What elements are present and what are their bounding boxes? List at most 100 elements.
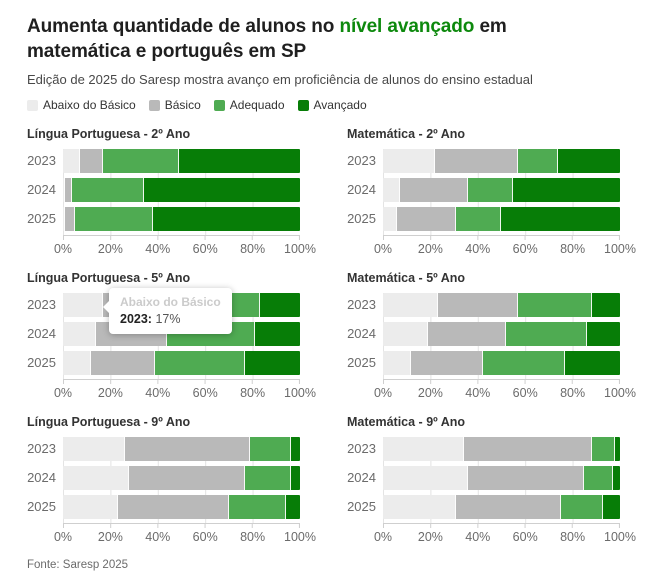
bar-segment-avancado[interactable]	[254, 322, 300, 347]
bar-segment-abaixo-do-basico[interactable]	[383, 293, 438, 318]
bar-segment-adequado[interactable]	[72, 178, 144, 203]
bar-segment-adequado[interactable]	[518, 149, 559, 174]
bar-segment-abaixo-do-basico[interactable]	[383, 322, 429, 347]
axis-ticks	[63, 380, 300, 385]
bar-segment-avancado[interactable]	[179, 149, 300, 174]
bar-segment-avancado[interactable]	[501, 207, 620, 232]
bar-segment-basico[interactable]	[129, 466, 246, 491]
bar-segment-avancado[interactable]	[513, 178, 620, 203]
bar-segment-abaixo-do-basico[interactable]	[63, 207, 66, 232]
bar-segment-adequado[interactable]	[482, 351, 566, 376]
axis-tick-label: 20%	[417, 530, 443, 545]
bar-segment-avancado[interactable]	[565, 351, 620, 376]
bar-segment-adequado[interactable]	[155, 351, 246, 376]
axis-tick-label: 40%	[145, 242, 171, 257]
bar-segment-basico[interactable]	[468, 466, 585, 491]
bar-segment-adequado[interactable]	[560, 495, 604, 520]
year-label: 2024	[347, 326, 376, 342]
bar-segment-avancado[interactable]	[153, 207, 300, 232]
bar-segment-avancado[interactable]	[290, 466, 300, 491]
bar-segment-abaixo-do-basico[interactable]	[63, 466, 130, 491]
axis-tick-label: 0%	[53, 386, 73, 401]
bar-segment-adequado[interactable]	[245, 466, 291, 491]
axis-tick-label: 0%	[373, 386, 393, 401]
plot-area	[63, 149, 300, 237]
legend-item-abaixo-do-basico: Abaixo do Básico	[27, 98, 136, 112]
bar-segment-abaixo-do-basico[interactable]	[383, 178, 400, 203]
bar-segment-avancado[interactable]	[603, 495, 620, 520]
chart-title: Língua Portuguesa - 5º Ano	[27, 271, 191, 286]
axis-tick-label: 80%	[240, 242, 266, 257]
bar-row-2025	[63, 351, 300, 376]
bar-segment-abaixo-do-basico[interactable]	[383, 149, 436, 174]
bar-segment-adequado[interactable]	[456, 207, 502, 232]
axis-tick-label: 40%	[465, 530, 491, 545]
bar-segment-abaixo-do-basico[interactable]	[63, 495, 118, 520]
bar-segment-adequado[interactable]	[468, 178, 514, 203]
axis-labels: 0% 20% 40% 60% 80% 100%	[54, 242, 316, 258]
axis-labels: 0% 20% 40% 60% 80% 100%	[374, 242, 636, 258]
bar-segment-avancado[interactable]	[245, 351, 300, 376]
bar-segment-basico[interactable]	[399, 178, 469, 203]
bar-segment-abaixo-do-basico[interactable]	[383, 495, 457, 520]
bar-segment-basico[interactable]	[91, 351, 156, 376]
bar-segment-abaixo-do-basico[interactable]	[63, 293, 104, 318]
year-label: 2024	[27, 182, 56, 198]
bar-segment-basico[interactable]	[435, 149, 519, 174]
legend-label: Avançado	[313, 98, 367, 113]
bar-segment-basico[interactable]	[65, 207, 75, 232]
year-label: 2025	[27, 211, 56, 227]
bar-segment-avancado[interactable]	[586, 322, 620, 347]
bar-segment-avancado[interactable]	[591, 293, 620, 318]
bar-segment-adequado[interactable]	[584, 466, 613, 491]
bar-segment-basico[interactable]	[117, 495, 229, 520]
bar-segment-avancado[interactable]	[612, 466, 620, 491]
bar-segment-abaixo-do-basico[interactable]	[63, 351, 92, 376]
axis-tick-label: 20%	[97, 386, 123, 401]
bar-segment-abaixo-do-basico[interactable]	[383, 437, 464, 462]
bar-segment-basico[interactable]	[428, 322, 507, 347]
bar-segment-abaixo-do-basico[interactable]	[63, 149, 80, 174]
bar-segment-basico[interactable]	[124, 437, 251, 462]
legend-item-avancado: Avançado	[297, 98, 367, 113]
bar-row-2023	[383, 149, 620, 174]
axis-tick-label: 100%	[604, 242, 636, 257]
bar-segment-avancado[interactable]	[259, 293, 300, 318]
bar-segment-adequado[interactable]	[506, 322, 587, 347]
bar-segment-abaixo-do-basico[interactable]	[383, 351, 412, 376]
bar-segment-abaixo-do-basico[interactable]	[383, 466, 469, 491]
plot-area	[383, 293, 620, 381]
bar-segment-adequado[interactable]	[103, 149, 180, 174]
bar-segment-adequado[interactable]	[518, 293, 592, 318]
bar-segment-avancado[interactable]	[558, 149, 620, 174]
bar-segment-basico[interactable]	[463, 437, 592, 462]
bar-segment-basico[interactable]	[437, 293, 519, 318]
bar-segment-adequado[interactable]	[228, 495, 286, 520]
bar-row-2024	[63, 178, 300, 203]
bar-segment-abaixo-do-basico[interactable]	[383, 207, 398, 232]
bar-segment-basico[interactable]	[397, 207, 457, 232]
bar-segment-avancado[interactable]	[290, 437, 300, 462]
bar-segment-avancado[interactable]	[615, 437, 620, 462]
axis-tick-label: 60%	[512, 242, 538, 257]
bar-segment-avancado[interactable]	[143, 178, 300, 203]
bar-segment-basico[interactable]	[411, 351, 483, 376]
bar-segment-basico[interactable]	[79, 149, 104, 174]
tooltip: Abaixo do Básico 2023: 17%	[103, 288, 232, 335]
bar-segment-basico[interactable]	[456, 495, 561, 520]
bar-segment-avancado[interactable]	[285, 495, 300, 520]
legend: Abaixo do Básico Básico Adequado Avançado	[27, 98, 620, 112]
bar-segment-adequado[interactable]	[591, 437, 616, 462]
bar-segment-basico[interactable]	[65, 178, 73, 203]
chart-title: Língua Portuguesa - 2º Ano	[27, 127, 191, 142]
bar-row-2024	[383, 466, 620, 491]
axis-labels: 0% 20% 40% 60% 80% 100%	[54, 530, 316, 546]
axis-ticks	[63, 524, 300, 529]
bar-segment-abaixo-do-basico[interactable]	[63, 178, 66, 203]
bar-segment-adequado[interactable]	[250, 437, 291, 462]
legend-swatch-icon	[148, 99, 160, 111]
axis-tick-label: 80%	[560, 386, 586, 401]
bar-segment-abaixo-do-basico[interactable]	[63, 437, 125, 462]
bar-segment-abaixo-do-basico[interactable]	[63, 322, 97, 347]
bar-segment-adequado[interactable]	[74, 207, 154, 232]
